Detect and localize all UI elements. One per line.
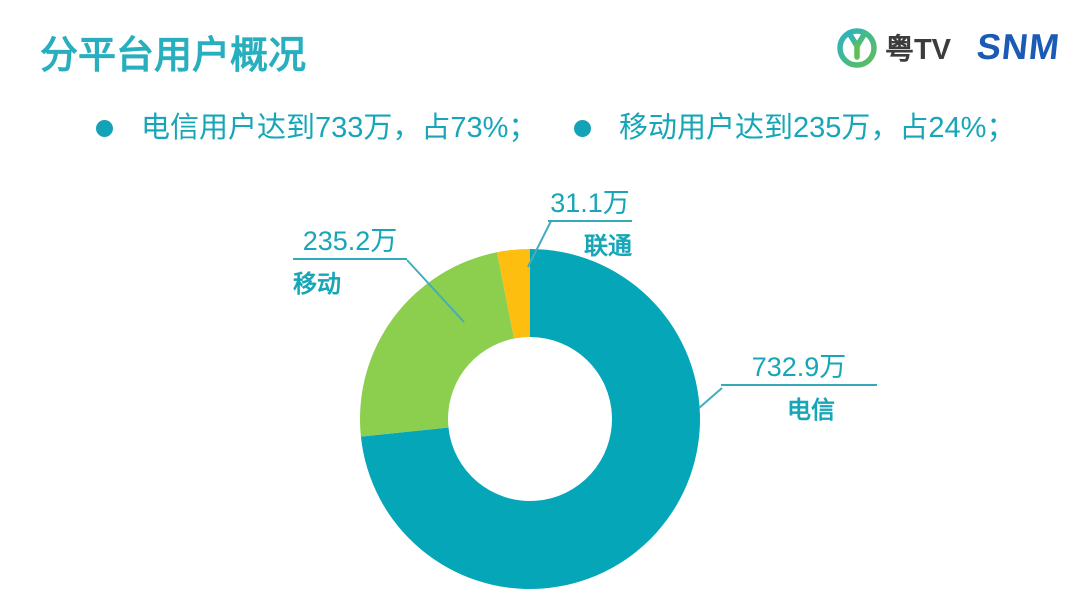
- page-title: 分平台用户概况: [40, 35, 307, 77]
- bullet-mobile-text: 移动用户达到235万，占24%；: [619, 112, 1016, 144]
- label-telecom-value: 732.9万: [721, 352, 877, 386]
- yuetv-logo-icon: [837, 28, 877, 68]
- label-mobile-name: 移动: [293, 271, 341, 298]
- leader-line-telecom: [698, 387, 723, 409]
- slice-移动: [359, 252, 515, 437]
- label-unicom-name: 联通: [584, 233, 632, 260]
- bullet-telecom-text: 电信用户达到733万，占73%；: [141, 112, 538, 144]
- label-mobile: 235.2万 移动: [293, 226, 407, 299]
- yuetv-logo-text: 粤TV: [884, 34, 951, 66]
- bullet-dot-icon: [96, 119, 113, 137]
- label-unicom: 31.1万 联通: [548, 188, 632, 261]
- logo-area: 粤TV SNM: [835, 22, 1068, 72]
- label-mobile-value: 235.2万: [293, 226, 407, 260]
- leader-line-mobile: [406, 259, 465, 323]
- leader-lines: [406, 220, 723, 409]
- bullet-mobile: 移动用户达到235万，占24%；: [574, 110, 1015, 146]
- leader-line-unicom: [527, 220, 552, 268]
- bullet-dot-icon: [574, 119, 591, 137]
- label-telecom-name: 电信: [787, 397, 835, 424]
- slice-联通: [496, 249, 530, 339]
- slice-电信: [360, 249, 700, 589]
- label-unicom-value: 31.1万: [548, 188, 632, 222]
- bullet-telecom: 电信用户达到733万，占73%；: [96, 110, 537, 146]
- label-telecom: 732.9万 电信: [721, 352, 877, 425]
